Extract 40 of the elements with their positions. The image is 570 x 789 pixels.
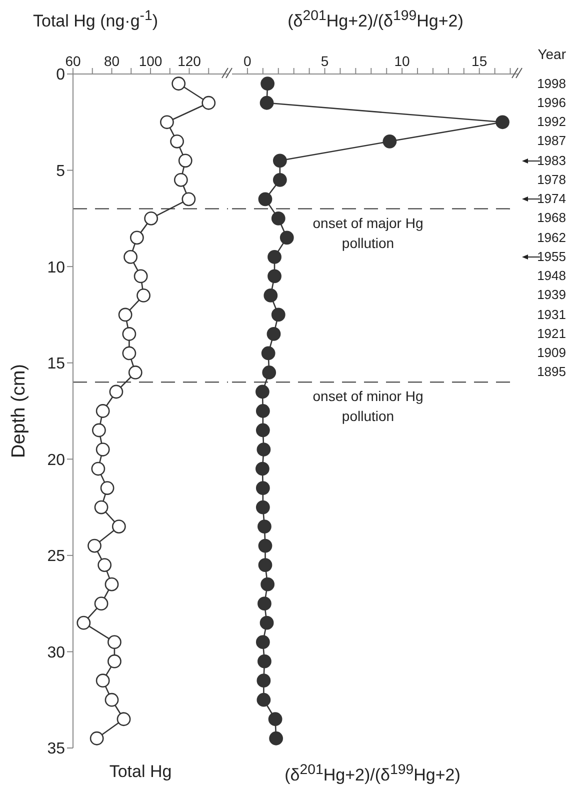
text: 1955 bbox=[537, 248, 566, 265]
y-axis-title: Depth (cm) bbox=[8, 364, 30, 458]
text: 1992 bbox=[537, 114, 566, 130]
ref-line-label: onset of major Hg pollution bbox=[312, 214, 424, 253]
x-tick-label: 120 bbox=[178, 53, 202, 69]
ref-line-label: onset of minor Hg pollution bbox=[312, 387, 424, 426]
y-tick-label: 0 bbox=[56, 66, 66, 84]
y-tick-label: 10 bbox=[47, 259, 66, 276]
y-tick-label: 15 bbox=[47, 356, 66, 373]
text: 1987 bbox=[537, 133, 566, 150]
x-axis-title: (δ$^{201}$Hg+2)/(δ$^{199}$Hg+2) bbox=[286, 8, 464, 32]
text: 1921 bbox=[537, 326, 566, 342]
text: Total Hg bbox=[108, 762, 173, 782]
text: 1909 bbox=[537, 345, 566, 362]
y-tick-label: 25 bbox=[47, 548, 66, 566]
text: 1996 bbox=[537, 94, 566, 111]
x-tick-label: 80 bbox=[104, 53, 120, 69]
text: Year bbox=[538, 46, 566, 62]
x-tick-label: 100 bbox=[138, 53, 162, 69]
text: 1962 bbox=[537, 230, 566, 246]
text: (δ$^{201}$Hg+2)/(δ$^{199}$Hg+2) bbox=[284, 762, 462, 786]
text: 1948 bbox=[537, 268, 566, 284]
x-tick-label: 5 bbox=[320, 53, 329, 69]
x-tick-label: 60 bbox=[65, 53, 81, 69]
x-axis-title: Total Hg (ng·g$^{-1}$) bbox=[33, 8, 158, 32]
text: 1974 bbox=[537, 191, 566, 208]
text: 1895 bbox=[537, 364, 566, 380]
text: 1931 bbox=[537, 306, 566, 323]
text: 1998 bbox=[537, 76, 566, 92]
text: 1983 bbox=[537, 152, 566, 169]
y-tick-label: 20 bbox=[47, 452, 66, 469]
y-tick-label: 30 bbox=[47, 644, 66, 662]
y-tick-label: 5 bbox=[56, 162, 66, 180]
x-tick-label: 0 bbox=[244, 53, 252, 69]
text: 1968 bbox=[537, 210, 566, 226]
text: 1978 bbox=[537, 172, 566, 188]
x-tick-label: 15 bbox=[472, 53, 488, 69]
x-tick-label: 10 bbox=[394, 53, 410, 69]
y-tick-label: 35 bbox=[47, 740, 66, 758]
text: 1939 bbox=[537, 287, 566, 304]
